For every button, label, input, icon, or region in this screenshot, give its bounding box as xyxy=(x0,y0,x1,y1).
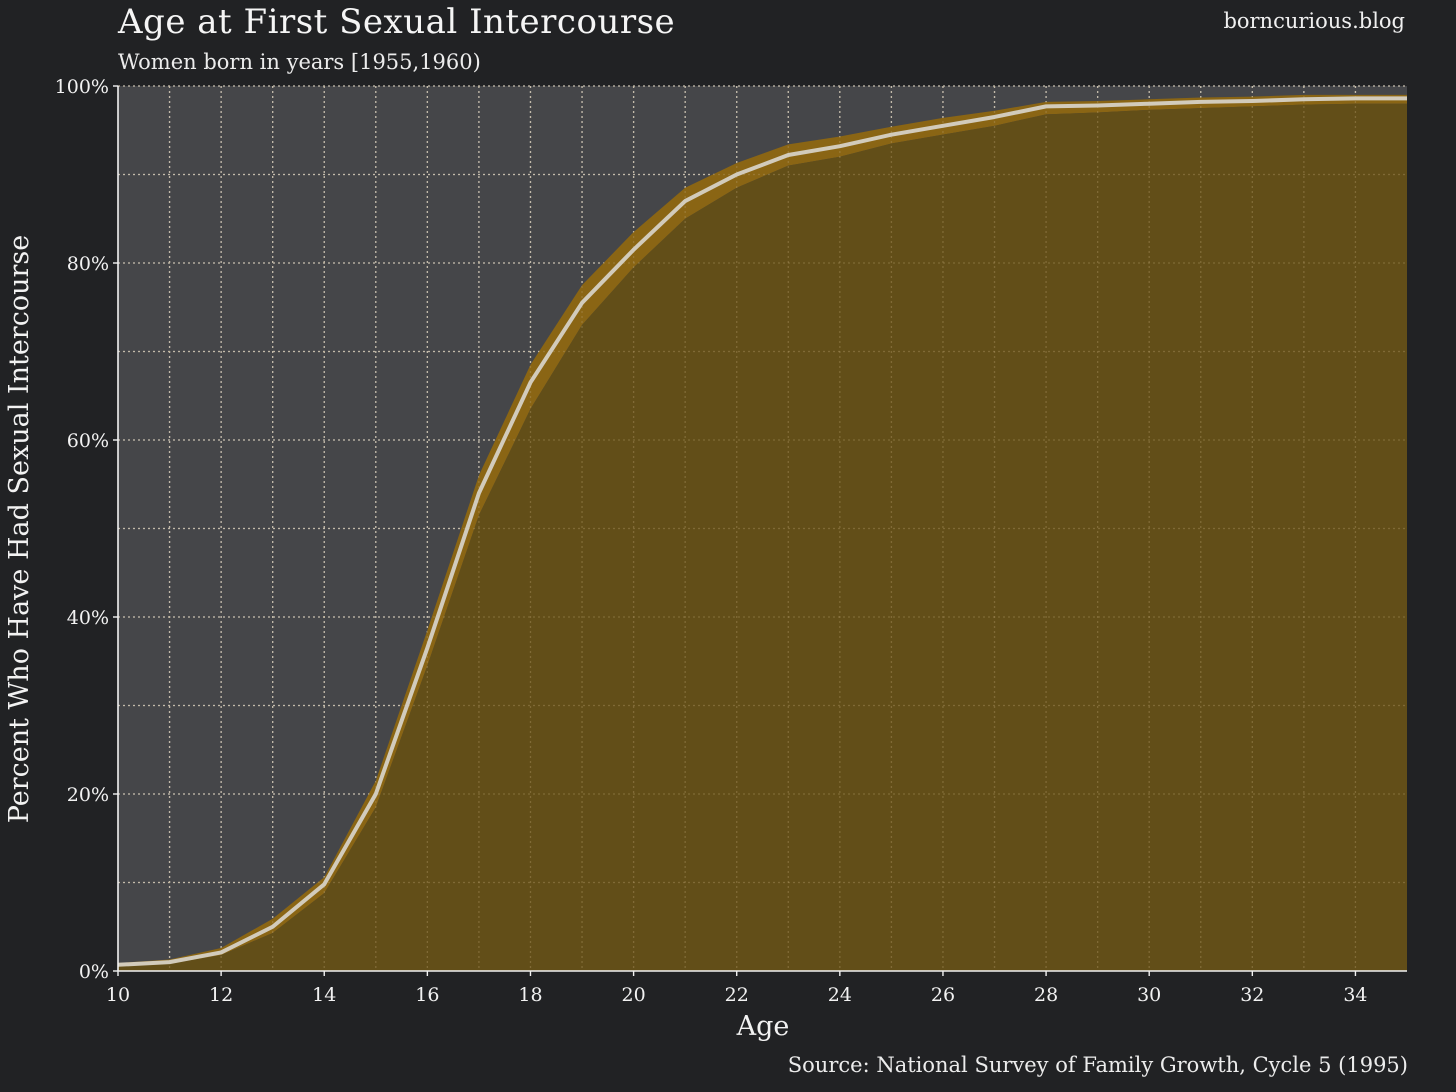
y-tick-label: 80% xyxy=(67,253,109,275)
y-tick-labels: 0% 20% 40% 60% 80% 100% xyxy=(55,76,118,983)
x-tick-label: 20 xyxy=(622,984,646,1006)
x-tick-label: 26 xyxy=(931,984,955,1006)
y-axis-label: Percent Who Have Had Sexual Intercourse xyxy=(4,235,35,823)
y-tick-label: 100% xyxy=(55,76,109,98)
source-note: Source: National Survey of Family Growth… xyxy=(787,1053,1408,1077)
x-tick-label: 18 xyxy=(518,984,542,1006)
y-tick-label: 0% xyxy=(79,961,109,983)
x-tick-labels: 10 12 14 16 18 20 22 24 26 28 30 32 34 xyxy=(106,971,1368,1006)
x-tick-label: 12 xyxy=(209,984,233,1006)
estimate-fill xyxy=(118,103,1407,971)
x-tick-label: 34 xyxy=(1343,984,1367,1006)
chart-subtitle: Women born in years [1955,1960) xyxy=(118,50,481,74)
blog-watermark: borncurious.blog xyxy=(1223,9,1405,33)
y-tick-label: 40% xyxy=(67,607,109,629)
y-tick-label: 60% xyxy=(67,430,109,452)
x-tick-label: 30 xyxy=(1137,984,1161,1006)
x-tick-label: 28 xyxy=(1034,984,1058,1006)
axes xyxy=(117,86,1407,972)
x-tick-label: 24 xyxy=(828,984,852,1006)
x-tick-label: 10 xyxy=(106,984,130,1006)
x-tick-label: 32 xyxy=(1240,984,1264,1006)
x-tick-label: 16 xyxy=(415,984,439,1006)
y-tick-label: 20% xyxy=(67,784,109,806)
chart-title: Age at First Sexual Intercourse xyxy=(118,2,676,42)
estimate-line xyxy=(117,96,1407,967)
x-axis-label: Age xyxy=(736,1011,790,1042)
x-tick-label: 22 xyxy=(725,984,749,1006)
x-tick-label: 14 xyxy=(312,984,336,1006)
